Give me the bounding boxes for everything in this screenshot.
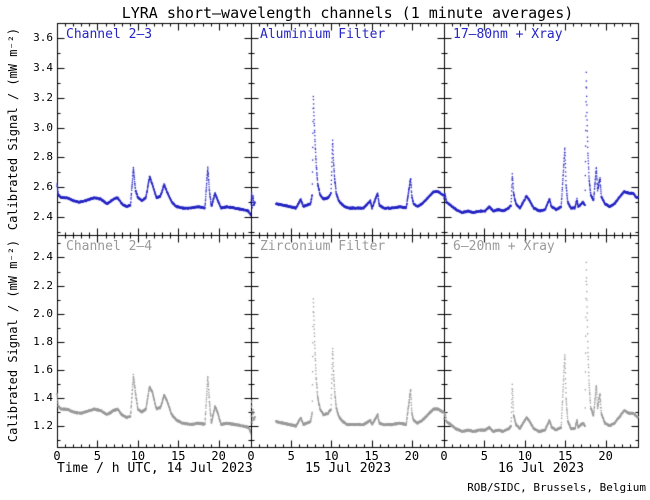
x-tick-label: 20 [404,449,420,463]
y-tick-label: 3.2 [33,90,53,104]
panel-label: 17–80nm + Xray [453,27,563,42]
x-tick-label: 0 [53,449,61,463]
panel-label: Channel 2–4 [66,239,153,254]
y-tick-label: 1.8 [33,334,53,348]
x-tick-label: 10 [324,449,339,463]
y-tick-label: 2.4 [33,210,53,224]
panel-label: Aluminium Filter [260,27,386,42]
y-tick-label: 1.2 [33,418,53,432]
chart-title: LYRA short–wavelength channels (1 minute… [121,4,574,22]
y-tick-label: 2.0 [33,306,53,320]
x-tick-label: 15 [558,449,573,463]
x-axis-label-day1: Time / h UTC, 14 Jul 2023 [57,461,253,476]
y-tick-label: 2.4 [33,250,53,264]
y-tick-label: 1.6 [33,362,53,376]
panel-label: 6–20nm + Xray [453,239,555,254]
y-tick-label: 2.6 [33,180,53,194]
x-tick-label: 20 [211,449,226,463]
y-tick-label: 2.2 [33,278,53,292]
x-tick-label: 5 [287,449,295,463]
x-axis-label-day3: 16 Jul 2023 [497,461,585,476]
attribution-text: ROB/SIDC, Brussels, Belgium [467,481,646,494]
x-tick-label: 0 [440,449,448,463]
x-tick-label: 15 [171,449,186,463]
y-tick-label: 1.4 [33,390,53,404]
x-tick-label: 0 [247,449,255,463]
y-tick-label: 3.6 [33,30,53,44]
x-tick-label: 20 [598,449,613,463]
x-tick-label: 15 [364,449,379,463]
y-tick-label: 3.4 [33,60,53,74]
x-tick-label: 5 [480,449,489,463]
x-tick-label: 10 [130,449,146,463]
panel-label: Channel 2–3 [66,27,153,42]
y-tick-label: 3.0 [33,120,53,134]
x-tick-label: 5 [93,449,102,463]
panel-label: Zirconium Filter [260,239,386,254]
x-tick-label: 10 [517,449,533,463]
x-axis-label-day2: 15 Jul 2023 [304,461,392,476]
y-tick-label: 2.8 [33,150,53,164]
